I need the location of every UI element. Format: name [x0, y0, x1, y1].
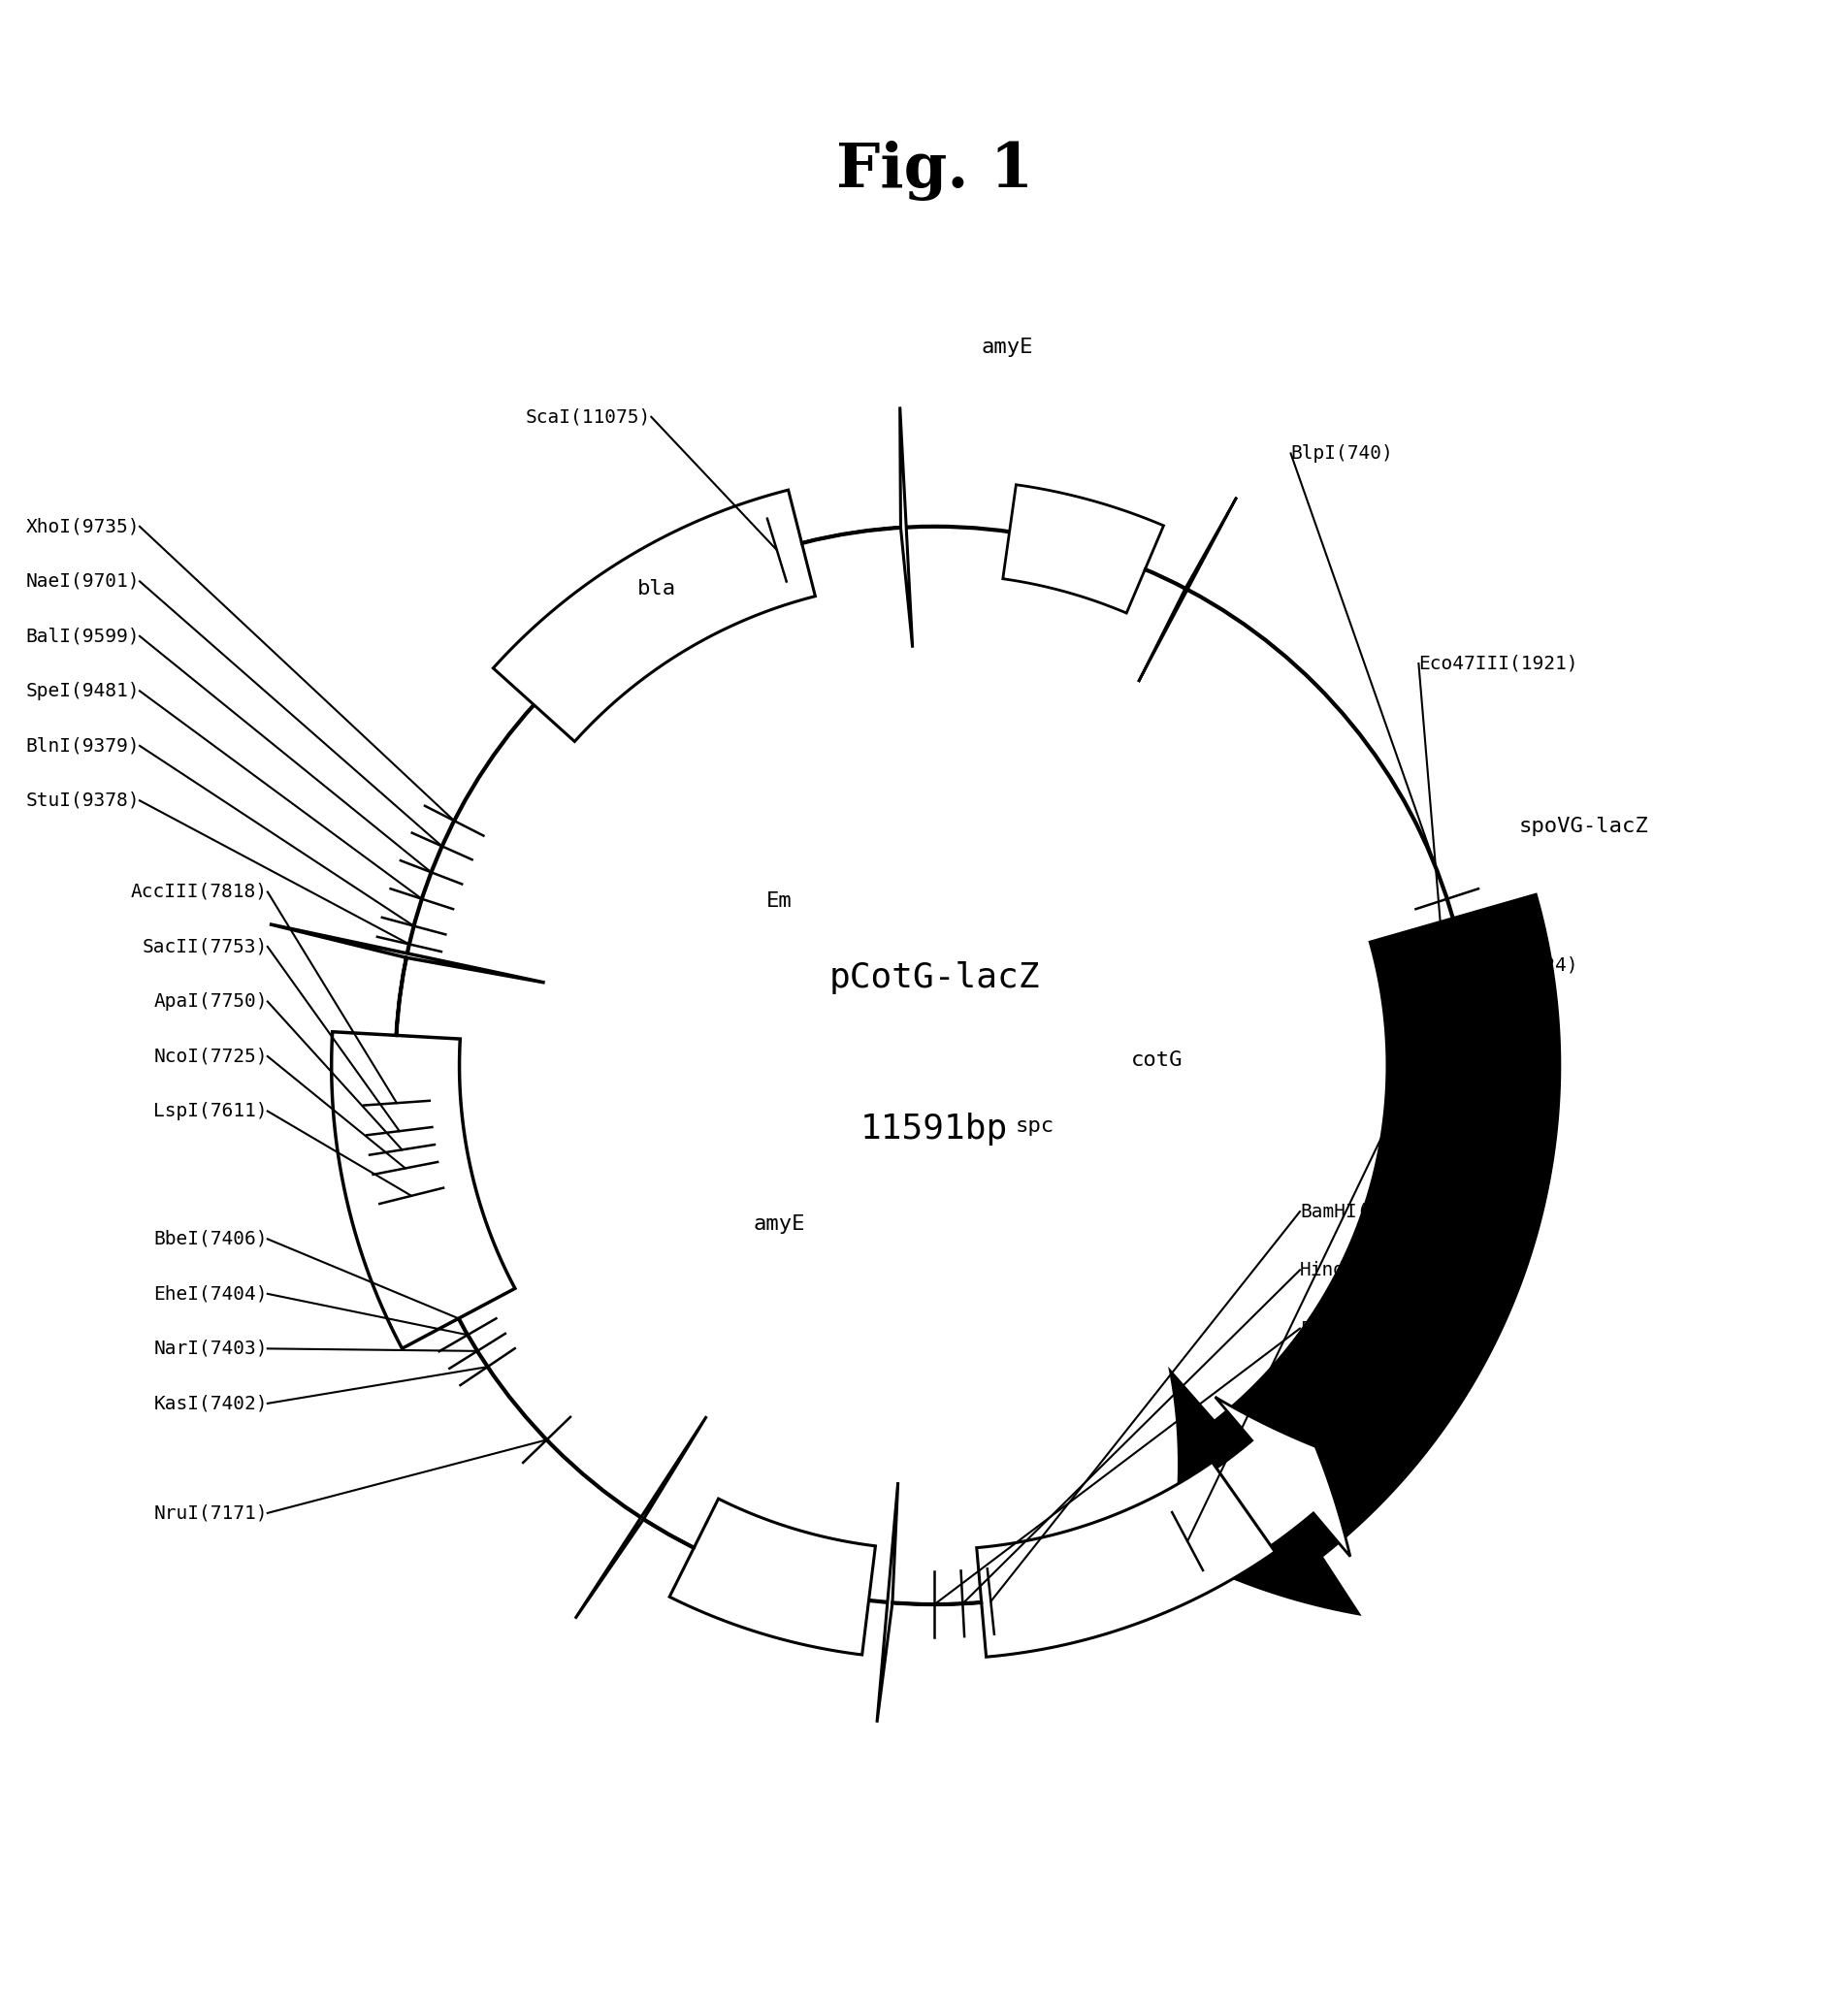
- Text: BbeI(7406): BbeI(7406): [153, 1230, 268, 1248]
- Text: Fig. 1: Fig. 1: [835, 140, 1033, 200]
- Text: XhoI(9735): XhoI(9735): [26, 517, 140, 535]
- Text: bla: bla: [638, 579, 676, 599]
- Text: amyE: amyE: [754, 1214, 806, 1234]
- Text: spc: spc: [1015, 1116, 1055, 1136]
- Text: NcoI(7725): NcoI(7725): [153, 1048, 268, 1066]
- Polygon shape: [493, 407, 913, 741]
- Text: SpeI(9481): SpeI(9481): [26, 681, 140, 701]
- Text: ApaI(7750): ApaI(7750): [153, 991, 268, 1012]
- Polygon shape: [270, 923, 545, 1348]
- Polygon shape: [1149, 1396, 1351, 1592]
- Text: BlpI(740): BlpI(740): [1290, 445, 1393, 463]
- Text: spoVG-lacZ: spoVG-lacZ: [1519, 817, 1648, 835]
- Text: BlnI(9379): BlnI(9379): [26, 737, 140, 755]
- Text: StuI(9378): StuI(9378): [26, 791, 140, 809]
- Text: BamHI(4625): BamHI(4625): [1299, 1202, 1425, 1220]
- Text: 11591bp: 11591bp: [861, 1114, 1009, 1146]
- Text: pCotG-lacZ: pCotG-lacZ: [830, 961, 1040, 993]
- Polygon shape: [1003, 485, 1236, 681]
- Text: KasI(7402): KasI(7402): [153, 1394, 268, 1412]
- Text: LspI(7611): LspI(7611): [153, 1102, 268, 1120]
- Text: SalI(3724): SalI(3724): [1464, 955, 1578, 973]
- Text: EcoRI(4643): EcoRI(4643): [1299, 1320, 1425, 1338]
- Text: NruI(7171): NruI(7171): [153, 1504, 268, 1522]
- Text: ScaI(11075): ScaI(11075): [527, 409, 650, 427]
- Text: Em: Em: [767, 891, 793, 911]
- Text: amyE: amyE: [981, 339, 1033, 357]
- Polygon shape: [1168, 893, 1562, 1616]
- Polygon shape: [575, 1416, 876, 1654]
- Text: cotG: cotG: [1131, 1050, 1183, 1070]
- Text: AccIII(7818): AccIII(7818): [131, 883, 268, 901]
- Text: HindIII(4634): HindIII(4634): [1299, 1260, 1449, 1280]
- Text: BalI(9599): BalI(9599): [26, 627, 140, 645]
- Text: NarI(7403): NarI(7403): [153, 1340, 268, 1358]
- Text: NaeI(9701): NaeI(9701): [26, 573, 140, 591]
- Polygon shape: [878, 1462, 1275, 1723]
- Text: SacII(7753): SacII(7753): [142, 937, 268, 955]
- Text: EheI(7404): EheI(7404): [153, 1284, 268, 1304]
- Text: Eco47III(1921): Eco47III(1921): [1419, 655, 1578, 673]
